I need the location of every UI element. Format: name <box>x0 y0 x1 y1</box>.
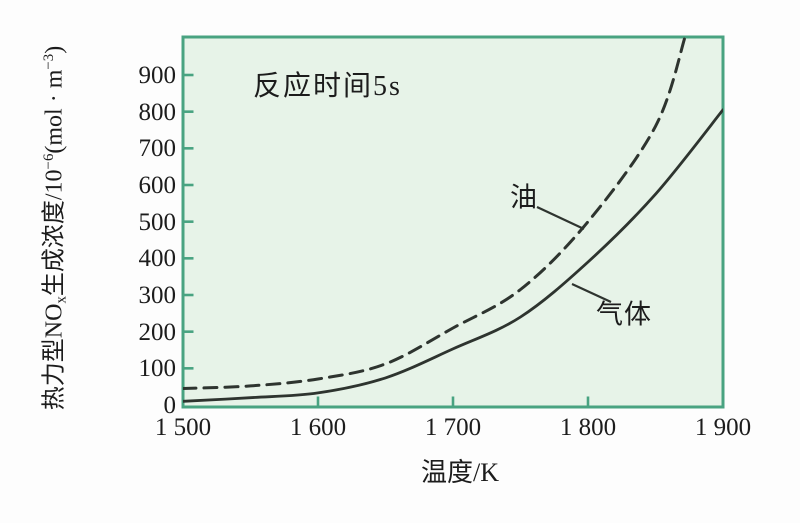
gas-curve-label: 气体 <box>596 299 652 330</box>
y-title-part: 热力型NO <box>41 303 68 411</box>
y-tick-label: 400 <box>138 245 177 273</box>
x-tick-label: 1 800 <box>559 414 617 441</box>
y-tick-label: 700 <box>138 135 177 163</box>
oil-curve <box>183 37 687 390</box>
y-tick-label: 800 <box>138 98 177 126</box>
x-tick-label: 1 900 <box>694 414 752 441</box>
y-title-superscript: −3 <box>41 53 58 70</box>
data-curves <box>183 37 723 403</box>
label-leader-lines <box>536 206 612 303</box>
oil-curve-label: 油 <box>510 182 538 213</box>
oil-label-leader-line <box>536 206 585 230</box>
y-title-part: 生成浓度/10 <box>41 169 68 297</box>
x-axis-title: 温度/K <box>420 458 499 487</box>
axis-tick-marks <box>184 73 590 406</box>
gas-curve <box>183 108 723 403</box>
y-title-subscript: x <box>53 296 70 304</box>
y-tick-label: 900 <box>138 62 177 89</box>
y-title-part: ) <box>41 45 68 54</box>
x-tick-label: 1 500 <box>154 414 212 441</box>
y-tick-label: 300 <box>138 282 177 309</box>
gas-label-leader-line <box>571 283 612 303</box>
y-tick-label: 600 <box>138 172 177 199</box>
y-title-part: (mol · m <box>41 69 68 154</box>
y-tick-label: 0 <box>163 392 177 419</box>
x-tick-label: 1 600 <box>289 414 347 441</box>
x-tick-label: 1 700 <box>424 414 482 441</box>
reaction-time-annotation: 反应时间5s <box>253 71 402 102</box>
y-tick-label: 500 <box>138 208 177 236</box>
plot-area <box>181 35 725 409</box>
y-tick-label: 200 <box>138 318 177 346</box>
y-title-superscript: −6 <box>41 153 58 170</box>
y-tick-label: 100 <box>138 355 177 383</box>
